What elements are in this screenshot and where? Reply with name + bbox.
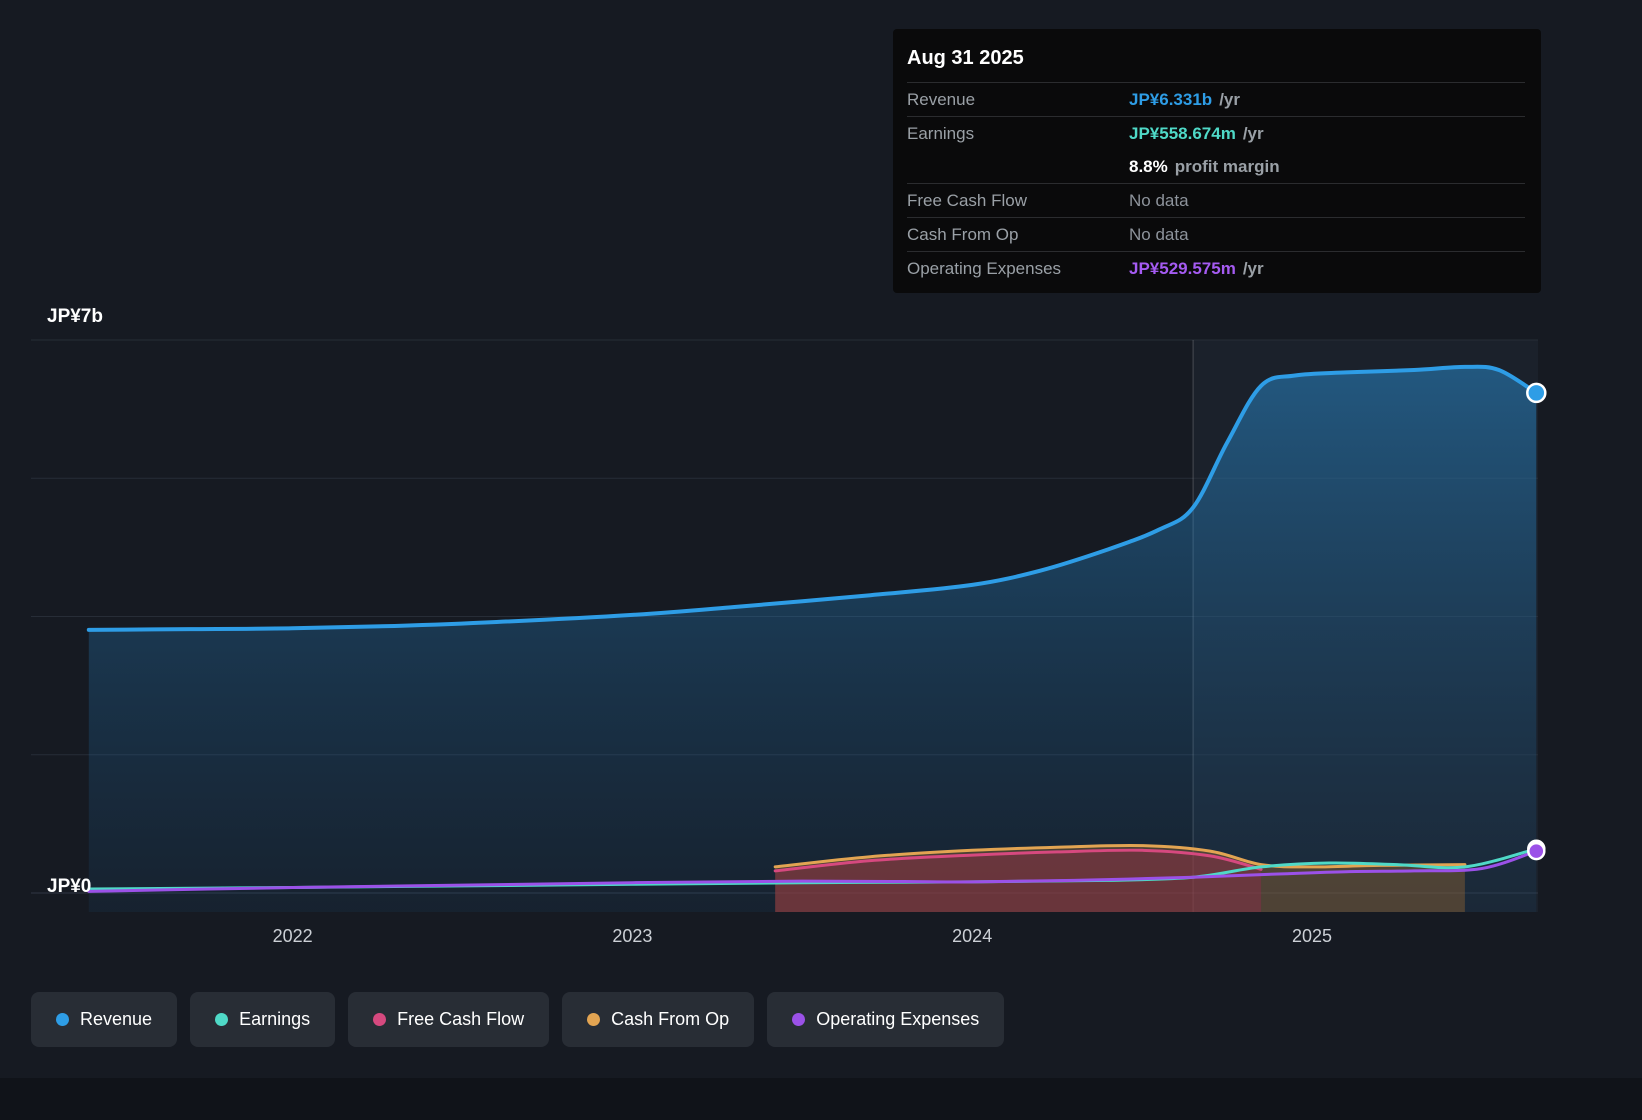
y-axis-max-label: JP¥7b (47, 306, 103, 327)
tooltip-row-cash-from-op: Cash From Op No data (907, 217, 1525, 251)
x-axis-label-2022: 2022 (272, 926, 313, 946)
legend-label-cash-from-op: Cash From Op (611, 1009, 730, 1029)
tooltip-row-profit-margin: 8.8% profit margin (907, 150, 1525, 183)
revenue-legend-dot-icon (56, 1013, 69, 1026)
tooltip-suffix-profit-margin: profit margin (1174, 156, 1280, 176)
revenue-end-marker (1526, 382, 1547, 404)
free-cash-flow-legend-dot-icon (373, 1013, 387, 1026)
tooltip-row-free-cash-flow: Free Cash Flow No data (907, 183, 1525, 217)
chart-tooltip: Aug 31 2025 Revenue JP¥6.331b/yr Earnings J… (893, 29, 1541, 293)
operating-expenses-end-marker (1527, 841, 1546, 861)
legend-label-operating-expenses: Operating Expenses (816, 1009, 980, 1029)
earnings-legend-dot-icon (215, 1013, 229, 1026)
tooltip-label-operating-expenses: Operating Expenses (907, 258, 1062, 278)
y-axis-zero-label: JP¥0 (47, 876, 92, 897)
tooltip-suffix-earnings: /yr (1242, 123, 1264, 143)
tooltip-value-cash-from-op: No data (1129, 224, 1189, 244)
x-axis-labels: 2022 2023 2024 2025 (0, 926, 1642, 956)
x-axis-label-2025: 2025 (1291, 926, 1333, 946)
tooltip-row-revenue: Revenue JP¥6.331b/yr (907, 82, 1525, 116)
tooltip-label-free-cash-flow: Free Cash Flow (907, 190, 1027, 210)
tooltip-value-free-cash-flow: No data (1129, 190, 1189, 210)
operating-expenses-legend-dot-icon (792, 1013, 806, 1026)
legend-item-free-cash-flow[interactable]: Free Cash Flow (348, 992, 550, 1047)
revenue-line (86, 364, 1539, 632)
x-axis-label-2023: 2023 (612, 926, 653, 946)
tooltip-rows: Revenue JP¥6.331b/yr Earnings JP¥558.674m/y… (907, 82, 1525, 285)
tooltip-suffix-operating-expenses: /yr (1242, 258, 1264, 278)
tooltip-date: Aug 31 2025 (907, 47, 1024, 69)
legend-item-revenue[interactable]: Revenue (31, 992, 178, 1047)
cash-from-op-legend-dot-icon (587, 1013, 601, 1026)
tooltip-suffix-revenue: /yr (1219, 89, 1240, 109)
footer-strip (0, 1078, 1642, 1120)
cash-from-op-line (773, 843, 1467, 869)
legend-label-earnings: Earnings (239, 1009, 311, 1029)
tooltip-row-operating-expenses: Operating Expenses JP¥529.575m/yr (907, 251, 1525, 285)
chart-legend: Revenue Earnings Free Cash Flow Cash From O… (31, 992, 1005, 1047)
legend-item-earnings[interactable]: Earnings (190, 992, 336, 1047)
tooltip-value-profit-margin: 8.8% (1129, 156, 1168, 176)
legend-item-operating-expenses[interactable]: Operating Expenses (767, 992, 1005, 1047)
revenue-area (88, 366, 1537, 912)
tooltip-row-earnings: Earnings JP¥558.674m/yr (907, 116, 1525, 150)
tooltip-label-revenue: Revenue (907, 89, 976, 109)
tooltip-value-operating-expenses: JP¥529.575m (1129, 258, 1236, 278)
legend-label-free-cash-flow: Free Cash Flow (397, 1009, 525, 1029)
operating-expenses-line (87, 849, 1538, 893)
legend-label-revenue: Revenue (80, 1009, 153, 1029)
x-axis-label-2024: 2024 (952, 926, 993, 946)
legend-item-cash-from-op[interactable]: Cash From Op (562, 992, 755, 1047)
tooltip-value-earnings: JP¥558.674m (1129, 123, 1236, 143)
tooltip-value-revenue: JP¥6.331b (1129, 89, 1213, 109)
tooltip-label-cash-from-op: Cash From Op (907, 224, 1019, 244)
free-cash-flow-line (773, 848, 1263, 873)
tooltip-label-earnings: Earnings (907, 123, 975, 143)
